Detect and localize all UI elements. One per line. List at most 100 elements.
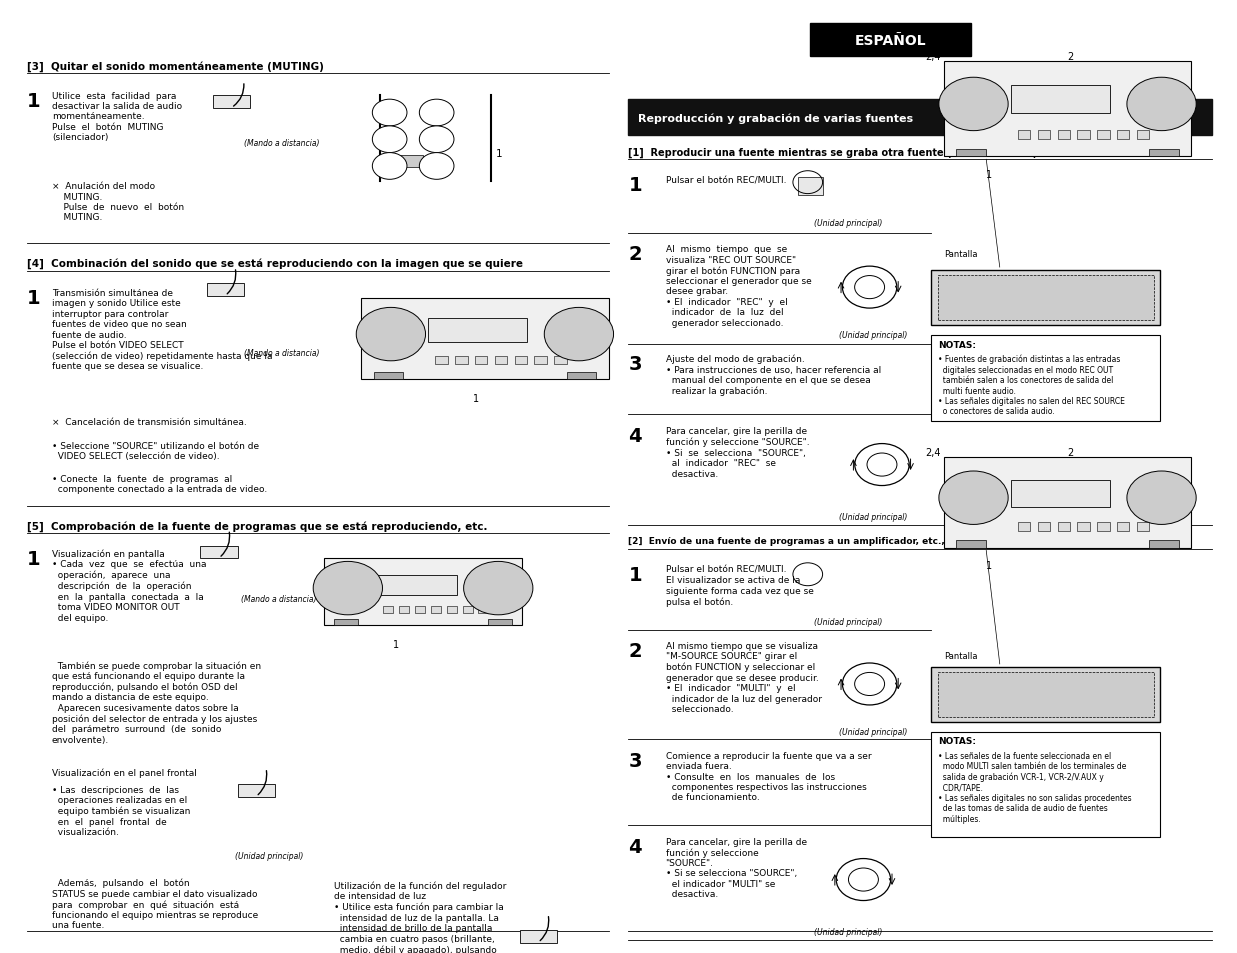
FancyBboxPatch shape <box>1117 522 1129 532</box>
Circle shape <box>419 153 454 180</box>
FancyBboxPatch shape <box>1011 480 1110 507</box>
Text: (Mando a distancia): (Mando a distancia) <box>244 139 319 148</box>
Text: 1: 1 <box>496 149 502 158</box>
Text: (Mando a distancia): (Mando a distancia) <box>241 595 317 603</box>
Text: (Unidad principal): (Unidad principal) <box>839 727 907 736</box>
FancyBboxPatch shape <box>430 606 440 613</box>
FancyBboxPatch shape <box>628 100 1212 136</box>
Text: Al mismo tiempo que se visualiza
"M-SOURCE SOURCE" girar el
botón FUNCTION y sel: Al mismo tiempo que se visualiza "M-SOUR… <box>666 641 821 713</box>
Circle shape <box>939 472 1008 525</box>
Text: 1: 1 <box>986 560 992 570</box>
FancyBboxPatch shape <box>489 619 512 625</box>
FancyBboxPatch shape <box>1058 131 1070 140</box>
Text: ×  Cancelación de transmisión simultánea.: × Cancelación de transmisión simultánea. <box>52 417 246 426</box>
Circle shape <box>855 276 884 299</box>
Text: ESPAÑOL: ESPAÑOL <box>855 33 927 48</box>
FancyBboxPatch shape <box>567 373 596 379</box>
Text: (Unidad principal): (Unidad principal) <box>235 851 303 860</box>
Circle shape <box>1127 78 1196 132</box>
FancyBboxPatch shape <box>534 356 547 365</box>
Text: 2: 2 <box>628 245 642 264</box>
Text: [3]  Quitar el sonido momentáneamente (MUTING): [3] Quitar el sonido momentáneamente (MU… <box>27 61 324 71</box>
FancyBboxPatch shape <box>383 606 393 613</box>
FancyBboxPatch shape <box>479 606 489 613</box>
FancyBboxPatch shape <box>1149 150 1179 157</box>
Text: • Fuentes de grabación distintas a las entradas
  digitales seleccionadas en el : • Fuentes de grabación distintas a las e… <box>938 355 1124 416</box>
Circle shape <box>855 673 884 696</box>
Text: Utilización de la función del regulador
de intensidad de luz
• Utilice esta func: Utilización de la función del regulador … <box>334 881 506 953</box>
FancyBboxPatch shape <box>798 178 823 195</box>
FancyBboxPatch shape <box>374 373 403 379</box>
Circle shape <box>372 127 407 153</box>
Text: [1]  Reproducir una fuente mientras se graba otra fuente (modo REC OUT): [1] Reproducir una fuente mientras se gr… <box>628 148 1038 158</box>
Circle shape <box>939 78 1008 132</box>
Text: Utilice  esta  facilidad  para
desactivar la salida de audio
momentáneamente.
Pu: Utilice esta facilidad para desactivar l… <box>52 91 182 142</box>
FancyBboxPatch shape <box>1137 131 1149 140</box>
FancyBboxPatch shape <box>1097 131 1110 140</box>
Text: 1: 1 <box>628 565 642 584</box>
FancyBboxPatch shape <box>520 930 557 943</box>
FancyBboxPatch shape <box>956 540 986 548</box>
FancyBboxPatch shape <box>207 284 244 296</box>
FancyBboxPatch shape <box>938 672 1154 718</box>
FancyBboxPatch shape <box>455 356 468 365</box>
FancyBboxPatch shape <box>944 62 1191 157</box>
Text: 2: 2 <box>628 641 642 660</box>
FancyBboxPatch shape <box>1018 522 1030 532</box>
Text: 3: 3 <box>628 355 642 374</box>
FancyBboxPatch shape <box>956 150 986 157</box>
Text: RECOUT    SOURCE: RECOUT SOURCE <box>999 294 1092 303</box>
Circle shape <box>867 454 897 476</box>
Text: Pantalla: Pantalla <box>944 651 977 659</box>
Text: • Seleccione "SOURCE" utilizando el botón de
  VIDEO SELECT (selección de video): • Seleccione "SOURCE" utilizando el botó… <box>52 441 259 460</box>
FancyBboxPatch shape <box>1011 86 1110 114</box>
Text: 1: 1 <box>628 176 642 195</box>
FancyBboxPatch shape <box>475 356 487 365</box>
Text: Comience a reproducir la fuente que va a ser
enviada fuera.
• Consulte  en  los : Comience a reproducir la fuente que va a… <box>666 751 871 801</box>
Text: (Unidad principal): (Unidad principal) <box>839 513 907 521</box>
Text: Ajuste del modo de grabación.
• Para instrucciones de uso, hacer referencia al
 : Ajuste del modo de grabación. • Para ins… <box>666 355 881 395</box>
Text: • Las señales de la fuente seleccionada en el
  modo MULTI salen también de los : • Las señales de la fuente seleccionada … <box>938 751 1132 822</box>
Circle shape <box>372 153 407 180</box>
Text: Reproducción y grabación de varias fuentes: Reproducción y grabación de varias fuent… <box>638 112 913 124</box>
Text: 1: 1 <box>27 289 41 308</box>
FancyBboxPatch shape <box>1117 131 1129 140</box>
Text: Para cancelar, gire la perilla de
función y seleccione "SOURCE".
• Si  se  selec: Para cancelar, gire la perilla de funció… <box>666 427 809 478</box>
Text: Transmisión simultánea de
imagen y sonido Utilice este
interruptor para controla: Transmisión simultánea de imagen y sonid… <box>52 289 272 371</box>
FancyBboxPatch shape <box>1077 522 1090 532</box>
Text: NOTAS:: NOTAS: <box>938 737 976 745</box>
Text: Al  mismo  tiempo  que  se
visualiza "REC OUT SOURCE"
girar el botón FUNCTION pa: Al mismo tiempo que se visualiza "REC OU… <box>666 245 811 327</box>
FancyBboxPatch shape <box>554 356 567 365</box>
Text: 2,4: 2,4 <box>925 448 941 457</box>
Text: 1: 1 <box>986 170 992 179</box>
Text: NOTAS:: NOTAS: <box>938 340 976 349</box>
Circle shape <box>1127 472 1196 525</box>
Text: 1: 1 <box>27 549 41 568</box>
Circle shape <box>372 100 407 127</box>
FancyBboxPatch shape <box>400 606 409 613</box>
Circle shape <box>419 100 454 127</box>
Text: M-SOURCE  SOURCE: M-SOURCE SOURCE <box>999 690 1092 700</box>
Text: Pantalla: Pantalla <box>944 250 977 258</box>
Text: • Las  descripciones  de  las
  operaciones realizadas en el
  equipo también se: • Las descripciones de las operaciones r… <box>52 785 190 837</box>
FancyBboxPatch shape <box>931 732 1160 837</box>
Text: 3: 3 <box>628 751 642 770</box>
Text: (Mando a distancia): (Mando a distancia) <box>244 349 319 357</box>
FancyBboxPatch shape <box>428 318 527 343</box>
FancyBboxPatch shape <box>931 335 1160 421</box>
Text: Visualización en el panel frontal: Visualización en el panel frontal <box>52 768 197 778</box>
Text: 2: 2 <box>1068 448 1074 457</box>
FancyBboxPatch shape <box>931 667 1160 722</box>
FancyBboxPatch shape <box>416 606 426 613</box>
FancyBboxPatch shape <box>1077 131 1090 140</box>
FancyBboxPatch shape <box>1097 522 1110 532</box>
FancyBboxPatch shape <box>1038 522 1050 532</box>
Text: Además,  pulsando  el  botón
STATUS se puede cambiar el dato visualizado
para  c: Además, pulsando el botón STATUS se pued… <box>52 878 259 929</box>
FancyBboxPatch shape <box>810 24 971 57</box>
Text: [5]  Comprobación de la fuente de programas que se está reproduciendo, etc.: [5] Comprobación de la fuente de program… <box>27 520 487 531</box>
Circle shape <box>419 127 454 153</box>
FancyBboxPatch shape <box>377 575 456 595</box>
Circle shape <box>464 561 533 616</box>
FancyBboxPatch shape <box>1137 522 1149 532</box>
Circle shape <box>544 308 614 361</box>
